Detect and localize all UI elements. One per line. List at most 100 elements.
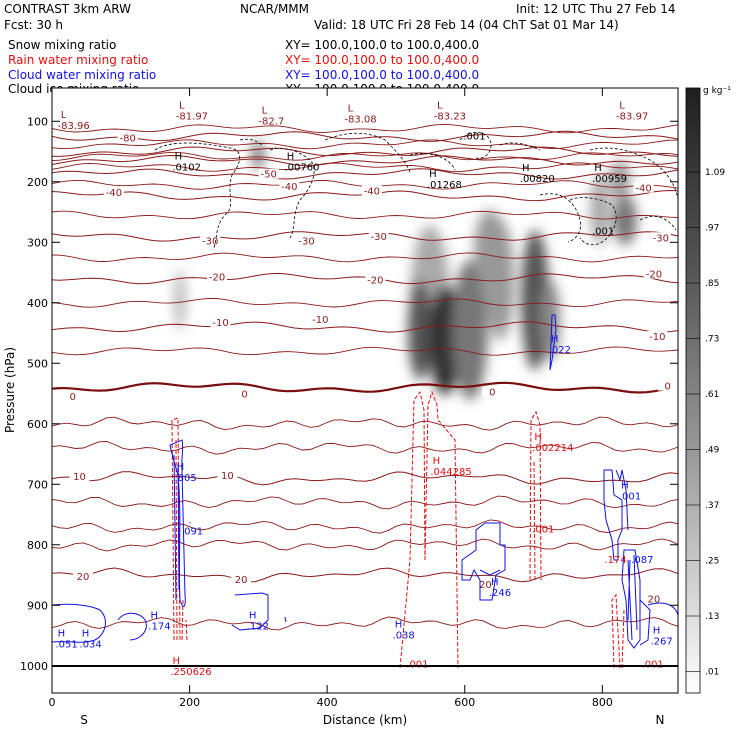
extremum-value: .051	[55, 640, 77, 651]
temperature-label: -10	[649, 332, 665, 343]
colorbar-unit: g kg⁻¹	[703, 86, 731, 96]
extremum-value: -82.7	[258, 116, 284, 127]
extremum-value: .022	[549, 345, 571, 356]
temperature-label-bg	[258, 168, 279, 179]
temperature-label: 20	[77, 572, 90, 583]
temperature-label: 10	[73, 472, 86, 483]
temperature-label: -20	[209, 273, 225, 284]
header-forecast-hour: Fcst: 30 h	[4, 18, 63, 32]
temperature-label: -40	[364, 187, 380, 198]
extremum-mark: L	[262, 105, 268, 116]
temperature-label: -40	[281, 182, 297, 193]
extremum-value: .034	[80, 640, 102, 651]
temperature-contour-minor	[52, 151, 678, 162]
field-name-snow: Snow mixing ratio	[8, 38, 116, 52]
field-xy-rain: XY= 100.0,100.0 to 100.0,400.0	[285, 53, 479, 67]
extremum-mark: H	[287, 151, 295, 162]
extremum-mark: L	[437, 100, 443, 111]
extremum-mark: H	[175, 151, 183, 162]
temperature-contours	[52, 123, 678, 631]
extremum-mark: H	[534, 432, 542, 443]
extremum-value: .044285	[430, 467, 471, 478]
temperature-label: 20	[648, 594, 661, 605]
extremum-mark: H	[621, 480, 629, 491]
extremum-mark: L	[179, 100, 185, 111]
temperature-label-bg	[643, 268, 664, 279]
extremum-mark: H	[594, 163, 602, 174]
temperature-contour-minor	[52, 298, 678, 308]
temperature-contour-minor	[52, 252, 678, 263]
temperature-label-bg	[69, 471, 90, 482]
extremum-value: -83.97	[616, 111, 648, 122]
extremum-mark: H	[177, 462, 185, 473]
temperature-contour-minor	[52, 123, 678, 134]
temperature-label: -10	[312, 315, 328, 326]
extremum-value: .002214	[532, 443, 573, 454]
temperature-label-bg	[200, 235, 221, 246]
extrema-labels: L-83.96L-81.97L-82.7L-83.08L-83.23L-83.9…	[55, 100, 672, 677]
temperature-contour	[52, 130, 678, 142]
extremum-mark: H	[653, 626, 661, 637]
y-tick-label: 900	[27, 599, 48, 612]
extremum-mark: H	[429, 169, 437, 180]
temperature-label: 20	[235, 575, 248, 586]
temperature-label: 0	[489, 388, 495, 399]
temperature-label-bg	[310, 313, 331, 324]
temperature-label-bg	[657, 380, 678, 391]
extremum-mark: L	[348, 103, 354, 114]
extremum-mark: H	[58, 629, 66, 640]
colorbar-label: .01	[705, 668, 719, 678]
cloud-water-contours	[52, 314, 678, 649]
extremum-value: .00820	[520, 174, 555, 185]
colorbar-label: .85	[705, 279, 719, 289]
extremum-mark: .	[188, 515, 191, 526]
colorbar-label: .61	[705, 390, 719, 400]
extremum-mark: L	[61, 110, 67, 121]
temperature-label-bg	[368, 231, 389, 242]
field-name-rain: Rain water mixing ratio	[8, 53, 148, 67]
y-axis-label: Pressure (hPa)	[3, 347, 17, 433]
y-tick-label: 200	[27, 176, 48, 189]
colorbar-label: .49	[705, 446, 720, 456]
temperature-contour-minor	[52, 495, 678, 510]
temperature-label-bg	[231, 574, 252, 585]
extremum-value: .087	[631, 555, 653, 566]
temperature-label-bg	[217, 470, 238, 481]
temperature-label-bg	[72, 571, 93, 582]
field-name-cloud-water: Cloud water mixing ratio	[8, 68, 156, 82]
temperature-contour-minor	[52, 346, 678, 356]
temperature-contour-minor	[52, 519, 678, 534]
temperature-label-bg	[210, 316, 231, 327]
colorbar: g kg⁻¹ 1.09 .97 .85 .73 .61 .49 .37 .25 .13 .01	[685, 86, 731, 694]
temperature-label: -50	[261, 170, 277, 181]
colorbar-label: .73	[705, 335, 719, 345]
extremum-value: .174	[604, 555, 626, 566]
extremum-mark: H	[491, 577, 499, 588]
temperature-label-bg	[361, 185, 382, 196]
temperature-contour-minor	[52, 441, 678, 455]
extremum-value: .001	[463, 131, 485, 142]
temperature-label: -40	[635, 184, 651, 195]
x-tick-label: 600	[454, 696, 475, 709]
extremum-mark: H	[173, 656, 181, 667]
temperature-label: -30	[202, 236, 218, 247]
temperature-label-bg	[279, 180, 300, 191]
temperature-label: -20	[367, 276, 383, 287]
plot-frame	[51, 87, 679, 694]
extremum-value: .001	[592, 226, 614, 237]
rain-water-contours	[171, 390, 625, 669]
temperature-label-bg	[103, 186, 124, 197]
temperature-label-bg	[633, 182, 654, 193]
temperature-label-bg	[643, 593, 664, 604]
y-tick-label: 1000	[20, 660, 48, 673]
header-institution: NCAR/MMM	[240, 2, 309, 16]
extremum-value: .246	[489, 588, 511, 599]
temperature-label-bg	[296, 235, 317, 246]
plot-background	[52, 88, 678, 693]
temperature-contour	[52, 146, 678, 157]
snow-shading	[174, 140, 637, 400]
temperature-label: -30	[371, 232, 387, 243]
colorbar-ramp	[685, 87, 701, 694]
